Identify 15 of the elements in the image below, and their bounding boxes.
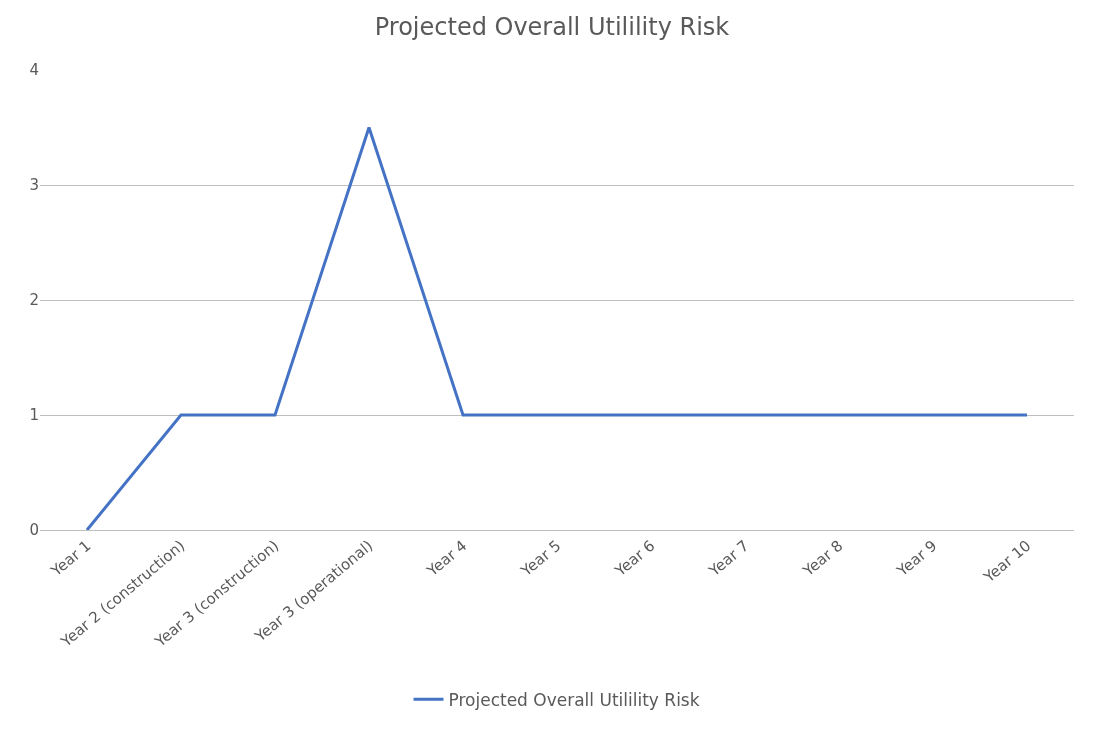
x-tick-label: Year 6 xyxy=(610,536,659,581)
x-tick-label: Year 7 xyxy=(704,536,753,581)
y-tick-label: 1 xyxy=(29,406,39,425)
x-tick-label: Year 5 xyxy=(516,536,565,581)
x-tick-label: Year 4 xyxy=(422,536,471,581)
y-tick-label: 3 xyxy=(29,176,39,195)
x-tick-label: Year 10 xyxy=(979,536,1035,587)
y-tick-label: 0 xyxy=(29,521,39,540)
x-tick-label: Year 1 xyxy=(46,536,95,581)
y-tick-label: 2 xyxy=(29,291,39,310)
x-tick-label: Year 9 xyxy=(892,536,941,581)
x-tick-label: Year 8 xyxy=(798,536,847,581)
y-tick-label: 4 xyxy=(29,61,39,80)
chart-title: Projected Overall Utilility Risk xyxy=(374,13,730,42)
legend-label: Projected Overall Utilility Risk xyxy=(448,689,700,710)
